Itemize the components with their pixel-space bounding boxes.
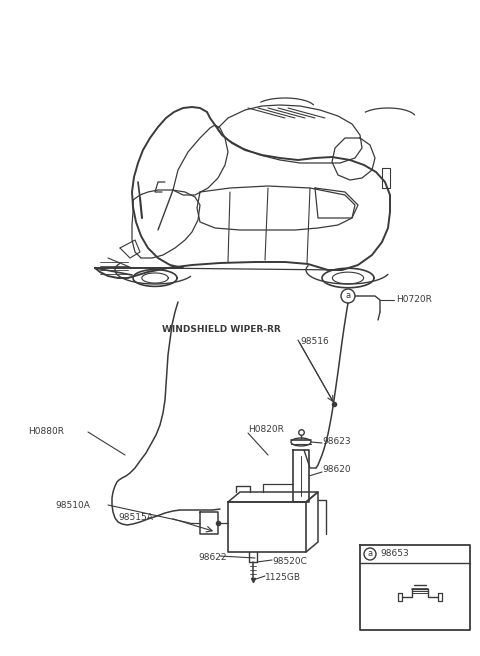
Text: a: a (367, 550, 372, 558)
Text: 98622: 98622 (198, 552, 227, 562)
Text: 1125GB: 1125GB (265, 573, 301, 583)
Text: 98653: 98653 (380, 550, 409, 558)
Text: WINDSHIELD WIPER-RR: WINDSHIELD WIPER-RR (162, 325, 281, 335)
Text: H0720R: H0720R (396, 295, 432, 304)
Text: H0880R: H0880R (28, 428, 64, 436)
Text: 98516: 98516 (300, 337, 329, 346)
Text: 98620: 98620 (322, 466, 350, 474)
Text: 98623: 98623 (322, 436, 350, 445)
Text: 98515A: 98515A (118, 514, 153, 522)
Text: 98510A: 98510A (55, 501, 90, 510)
Text: a: a (346, 291, 350, 300)
Text: 98520C: 98520C (272, 558, 307, 567)
Text: H0820R: H0820R (248, 426, 284, 434)
